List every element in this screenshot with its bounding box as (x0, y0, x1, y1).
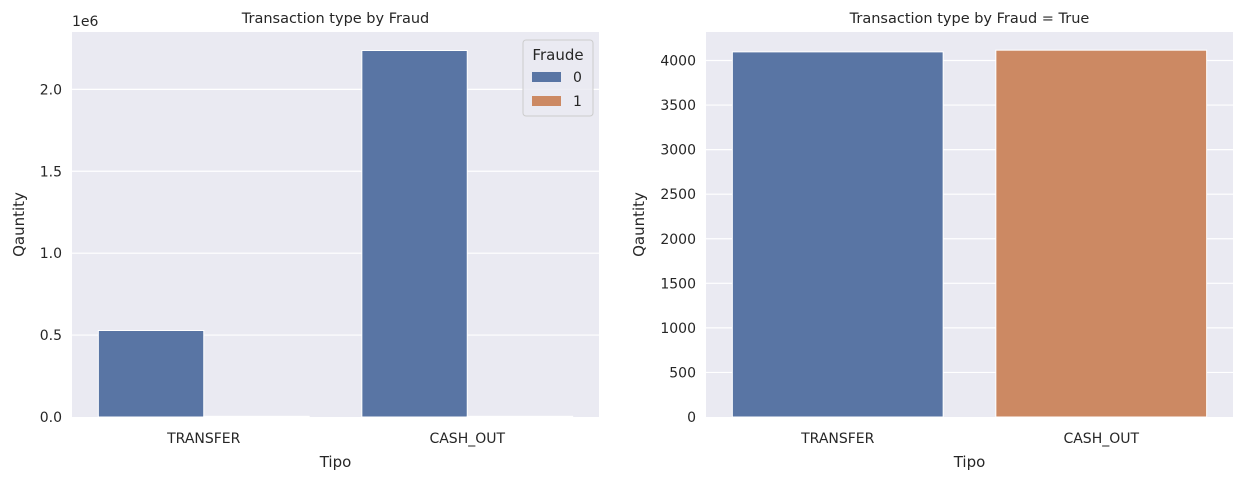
y-axis-label-right: Qauntity (630, 192, 648, 257)
x-tick-label: CASH_OUT (429, 431, 505, 447)
x-axis-label-left: Tipo (319, 453, 352, 471)
y-tick-label: 1000 (660, 321, 696, 337)
bar-cash-out (995, 49, 1208, 418)
x-ticks-right: TRANSFER CASH_OUT (800, 431, 1139, 447)
bars-right (731, 49, 1208, 418)
x-tick-label: TRANSFER (800, 431, 875, 447)
chart-right: 0 500 1000 1500 2000 2500 3000 3500 4000 TRANSFE… (630, 11, 1233, 471)
y-ticks-right: 0 500 1000 1500 2000 2500 3000 3500 4000 (660, 54, 696, 426)
bar-transfer-series-1 (203, 415, 310, 418)
y-tick-label: 1500 (660, 276, 696, 292)
bar-cash-out-series-0 (361, 50, 468, 418)
legend-title: Fraude (532, 46, 583, 64)
x-ticks-left: TRANSFER CASH_OUT (166, 431, 505, 447)
y-tick-label: 1.0 (40, 246, 62, 262)
bars-left (97, 50, 574, 418)
legend-left: Fraude 0 1 (522, 39, 594, 117)
chart-left: 0.0 0.5 1.0 1.5 2.0 TRANSFER CASH_OUT Transac… (10, 11, 599, 471)
bar-transfer (731, 51, 944, 418)
x-tick-label: CASH_OUT (1063, 431, 1139, 447)
y-offset-text-left: 1e6 (72, 14, 99, 30)
y-ticks-left: 0.0 0.5 1.0 1.5 2.0 (40, 82, 62, 426)
y-tick-label: 0.0 (40, 410, 62, 426)
y-tick-label: 2000 (660, 232, 696, 248)
legend-label-0: 0 (573, 70, 582, 86)
chart-title-left: Transaction type by Fraud (241, 11, 429, 27)
bar-cash-out-series-1 (466, 415, 574, 418)
y-tick-label: 500 (669, 365, 696, 381)
y-tick-label: 3000 (660, 143, 696, 159)
y-tick-label: 1.5 (40, 164, 62, 180)
y-tick-label: 3500 (660, 98, 696, 114)
legend-label-1: 1 (573, 94, 582, 110)
legend-swatch-0 (532, 72, 561, 82)
y-tick-label: 4000 (660, 54, 696, 70)
y-tick-label: 0 (687, 410, 696, 426)
x-axis-label-right: Tipo (953, 453, 986, 471)
legend-swatch-1 (532, 96, 561, 106)
chart-title-right: Transaction type by Fraud = True (849, 11, 1090, 27)
y-tick-label: 2500 (660, 187, 696, 203)
x-tick-label: TRANSFER (166, 431, 241, 447)
y-axis-label-left: Qauntity (10, 192, 28, 257)
y-tick-label: 2.0 (40, 82, 62, 98)
y-tick-label: 0.5 (40, 328, 62, 344)
bar-transfer-series-0 (97, 329, 205, 418)
